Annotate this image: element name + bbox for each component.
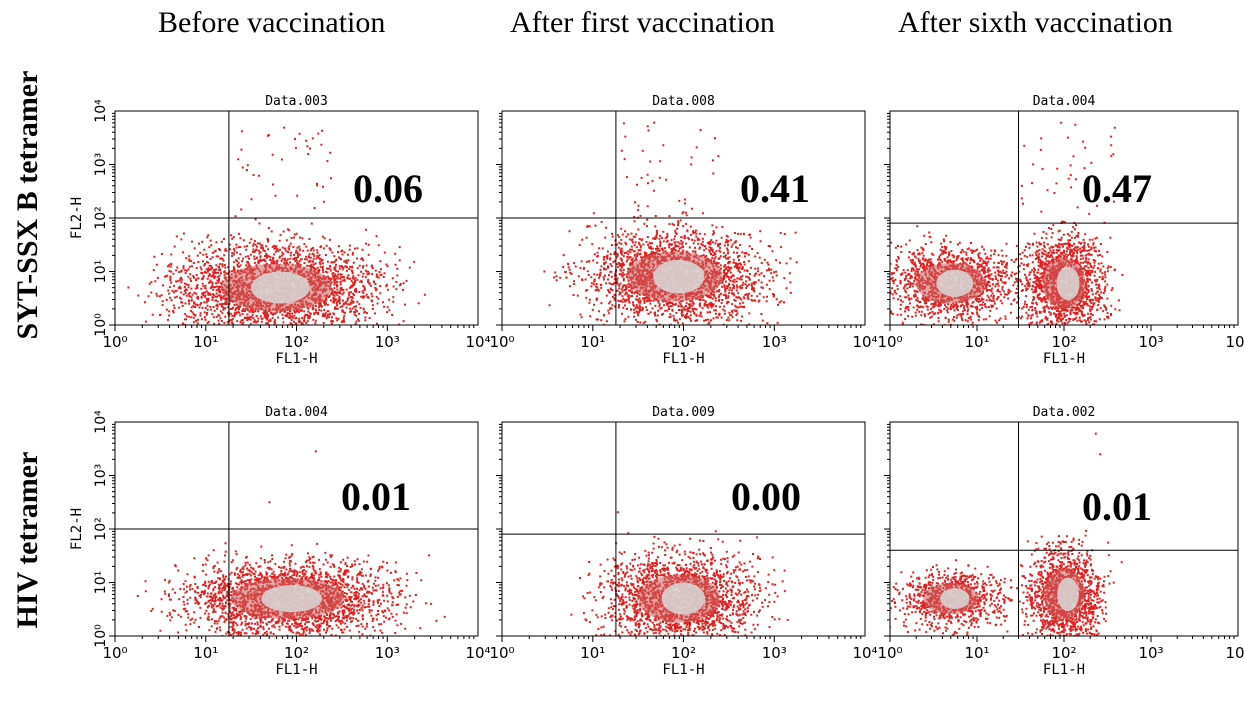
x-tick-label: 10¹	[964, 644, 989, 662]
column-title-sixth: After sixth vaccination	[898, 6, 1173, 39]
density-core	[1057, 577, 1079, 612]
x-tick-label: 10⁴	[1225, 644, 1244, 662]
sparse-events	[234, 126, 332, 225]
x-tick-label: 10³	[1138, 333, 1163, 351]
x-tick-label: 10³	[762, 644, 787, 662]
x-axis-label: FL1-H	[662, 662, 704, 678]
x-tick-label: 10²	[671, 333, 696, 351]
x-tick-label: 10⁴	[465, 333, 490, 351]
upper-right-percent: 0.01	[341, 474, 411, 519]
panel-6: Data.002 10⁰ 10¹ 10² 10³ 10⁴ FL1-H 0.01	[877, 405, 1244, 678]
panel-title: Data.004	[265, 405, 328, 420]
density-core	[261, 585, 323, 613]
upper-right-percent: 0.47	[1082, 166, 1152, 211]
x-tick-label: 10⁰	[102, 644, 127, 662]
upper-right-percent: 0.00	[731, 474, 801, 519]
x-tick-label: 10³	[375, 644, 400, 662]
axis-ticks	[496, 423, 862, 642]
x-tick-label: 10⁴	[465, 644, 490, 662]
event-dots	[127, 126, 426, 325]
y-tick-label: 10²	[93, 517, 109, 540]
upper-right-percent: 0.01	[1082, 484, 1152, 529]
axis-ticks	[884, 423, 1235, 642]
x-tick-label: 10¹	[580, 644, 605, 662]
event-dots	[543, 121, 798, 325]
panel-title: Data.002	[1033, 405, 1096, 420]
density-core	[940, 588, 970, 610]
event-dots	[136, 450, 446, 636]
x-tick-label: 10⁴	[852, 644, 877, 662]
axis-ticks	[496, 112, 862, 331]
event-dots	[570, 511, 789, 636]
event-dots	[890, 432, 1123, 636]
x-axis-label: FL1-H	[275, 351, 317, 367]
x-tick-label: 10⁰	[877, 333, 902, 351]
axis-ticks	[884, 112, 1235, 331]
panel-title: Data.003	[265, 94, 328, 109]
x-tick-label: 10³	[375, 333, 400, 351]
y-tick-label: 10⁴	[93, 410, 109, 434]
x-tick-label: 10²	[1051, 333, 1076, 351]
y-tick-label: 10¹	[93, 571, 109, 594]
column-title-first: After first vaccination	[510, 6, 775, 39]
panel-title: Data.004	[1033, 94, 1096, 109]
density-core	[936, 269, 974, 297]
sparse-events	[1094, 432, 1102, 456]
x-tick-label: 10¹	[193, 333, 218, 351]
x-tick-label: 10³	[762, 333, 787, 351]
y-tick-label: 10⁴	[93, 99, 109, 123]
y-tick-label: 10³	[93, 153, 109, 176]
y-tick-label: 10³	[93, 464, 109, 487]
axis-ticks	[109, 112, 475, 331]
x-axis-label: FL1-H	[275, 662, 317, 678]
upper-right-percent: 0.06	[353, 166, 423, 211]
density-core	[661, 582, 706, 615]
y-tick-label: 10⁰	[93, 624, 109, 648]
panel-2: Data.008 10⁰ 10¹ 10² 10³ 10⁴ FL1-H 0.41	[489, 94, 877, 367]
x-axis-label: FL1-H	[1043, 662, 1085, 678]
x-tick-label: 10⁴	[852, 333, 877, 351]
x-tick-label: 10⁴	[1225, 333, 1244, 351]
panel-4: Data.004 10⁰ 10¹ 10² 10³ 10⁴ 10⁰ 10¹ 10² 10³ 10⁴ FL…	[69, 405, 491, 678]
panel-1: Data.003 10⁰ 10¹ 10² 10³ 10⁴ 10⁰ 10¹ 10² 10³ 10⁴ FL…	[69, 94, 491, 367]
x-tick-label: 10²	[671, 644, 696, 662]
x-tick-label: 10²	[1051, 644, 1076, 662]
x-tick-label: 10³	[1138, 644, 1163, 662]
panel-title: Data.008	[652, 94, 715, 109]
x-tick-label: 10²	[284, 333, 309, 351]
panel-3: Data.004 10⁰ 10¹ 10² 10³ 10⁴ FL1-H 0.47	[877, 94, 1244, 367]
density-core	[653, 259, 705, 294]
column-title-before: Before vaccination	[158, 6, 386, 39]
event-dots	[890, 121, 1124, 325]
y-tick-label: 10⁰	[93, 313, 109, 337]
y-axis-label: FL2-H	[69, 508, 85, 550]
x-tick-label: 10¹	[580, 333, 605, 351]
x-tick-label: 10⁰	[489, 644, 514, 662]
x-tick-label: 10¹	[964, 333, 989, 351]
sparse-events	[268, 450, 317, 504]
x-tick-label: 10⁰	[877, 644, 902, 662]
density-core	[250, 271, 310, 304]
axis-ticks	[109, 423, 475, 642]
x-tick-label: 10²	[284, 644, 309, 662]
x-tick-label: 10¹	[193, 644, 218, 662]
y-tick-label: 10²	[93, 206, 109, 229]
x-tick-label: 10⁰	[489, 333, 514, 351]
y-axis-label: FL2-H	[69, 197, 85, 239]
panel-title: Data.009	[652, 405, 715, 420]
upper-right-percent: 0.41	[740, 166, 810, 211]
panel-5: Data.009 10⁰ 10¹ 10² 10³ 10⁴ FL1-H 0.00	[489, 405, 877, 678]
x-axis-label: FL1-H	[1043, 351, 1085, 367]
density-core	[1056, 266, 1080, 301]
x-tick-label: 10⁰	[102, 333, 127, 351]
x-axis-label: FL1-H	[662, 351, 704, 367]
sparse-events	[620, 121, 720, 225]
y-tick-label: 10¹	[93, 260, 109, 283]
